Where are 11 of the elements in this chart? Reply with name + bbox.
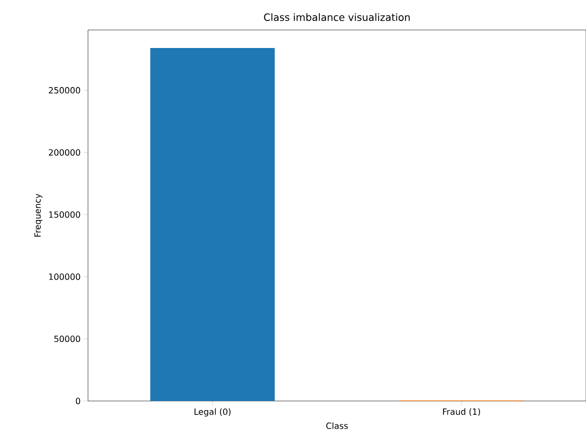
x-tick-label: Legal (0)	[194, 408, 231, 417]
x-axis-title: Class	[326, 422, 348, 429]
y-tick-label: 0	[76, 398, 80, 404]
y-tick-label: 250000	[48, 87, 80, 94]
y-tick-label: 100000	[49, 273, 80, 280]
y-tick-label: 50000	[54, 336, 80, 342]
y-axis-title: Frequency	[34, 194, 42, 237]
y-tick-label: 150000	[49, 211, 80, 218]
y-tick-label: 200000	[48, 149, 80, 156]
chart-title: Class imbalance visualization	[264, 13, 410, 21]
x-tick-label: Fraud (1)	[443, 408, 480, 416]
